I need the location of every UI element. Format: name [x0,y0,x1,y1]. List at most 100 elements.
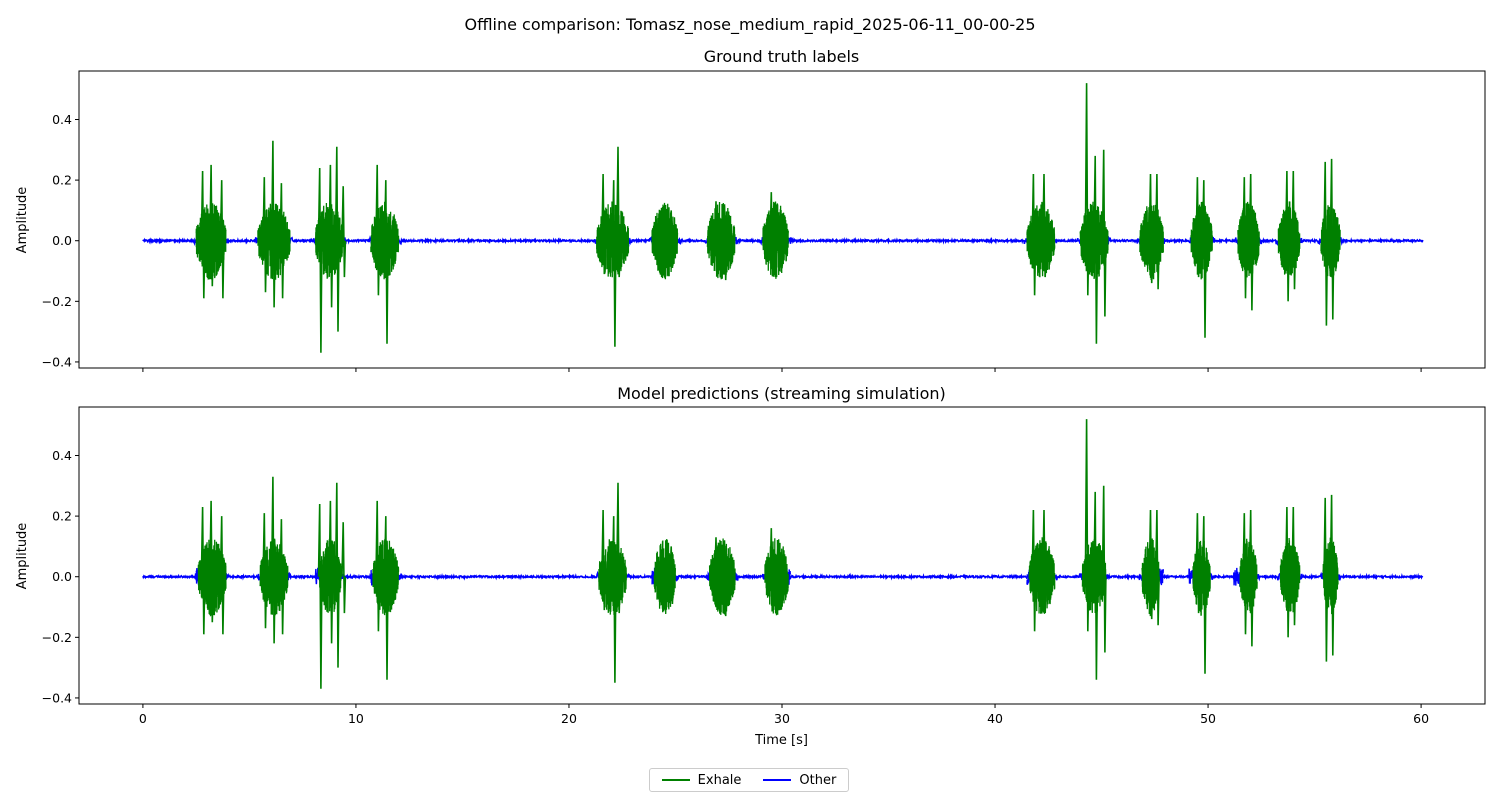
exhale-peak [601,173,607,275]
exhale-peak [775,213,781,262]
exhale-peak [1284,506,1290,638]
series-segment-exhale [764,538,789,616]
exhale-peak [200,170,206,299]
other-edge-block [1232,567,1241,587]
exhale-peak [219,180,225,299]
exhale-peak [341,522,347,614]
exhale-peak [722,204,728,281]
exhale-peak [616,482,621,614]
y-tick-label: 0.4 [52,448,72,463]
exhale-peak [383,516,389,680]
legend-item-other: Other [763,773,836,788]
series-segment-exhale [1190,201,1213,280]
legend-swatch-other [763,779,792,781]
y-tick-label: 0.0 [52,233,72,248]
exhale-peak [334,482,340,668]
exhale-peak [775,549,781,598]
exhale-peak [270,140,276,308]
exhale-peak [1031,509,1037,632]
exhale-peak [1042,173,1047,278]
exhale-peak [669,210,675,269]
exhale-peak [209,164,215,287]
exhale-peak [209,500,215,623]
y-tick-label: 0.4 [52,112,72,127]
exhale-peak [1195,177,1201,278]
exhale-peak [1329,494,1335,656]
exhale-peak [317,167,323,353]
plot-area-ground-truth: −0.4 −0.2 0.0 0.2 0.4 [42,70,1486,372]
exhale-peak [1093,155,1099,344]
exhale-peak [328,500,334,644]
exhale-peak [1323,161,1329,326]
exhale-peak [1291,170,1297,290]
panel-title-model-predictions: Model predictions (streaming simulation) [617,384,946,403]
series-segment-exhale [1026,201,1056,278]
exhale-peak [262,513,268,629]
legend-label-exhale: Exhale [697,772,742,788]
series-lines [142,83,1424,353]
exhale-peak [1242,513,1248,635]
figure-title: Offline comparison: Tomasz_nose_medium_r… [464,15,1035,35]
exhale-peak [270,476,276,644]
exhale-peak [1154,509,1160,626]
legend-item-exhale: Exhale [661,772,742,788]
exhale-peak [722,540,728,617]
panel-ground-truth: Ground truth labels Amplitude −0.4 −0.2 0.… [15,47,1486,372]
exhale-peak [611,516,617,683]
exhale-peak [383,180,389,344]
series-segment-exhale [651,202,679,280]
exhale-peak [1154,173,1160,290]
x-tick-label: 30 [774,711,790,726]
exhale-peak [1084,83,1090,296]
exhale-peak [219,516,225,635]
exhale-peak [1148,173,1154,284]
series-segment-exhale [1279,537,1301,613]
exhale-peak [1248,509,1254,647]
exhale-peak [279,183,285,299]
exhale-peak [279,519,285,635]
exhale-peak [1242,177,1248,299]
y-tick-label: −0.4 [42,690,72,705]
y-axis-label-ground-truth: Amplitude [15,187,30,254]
y-tick-label: −0.2 [42,294,72,309]
exhale-peak [611,180,617,347]
exhale-peak [200,506,206,635]
exhale-peak [1101,485,1107,653]
x-tick-label: 0 [139,711,147,726]
exhale-peak [328,164,334,308]
x-tick-label: 50 [1200,711,1216,726]
exhale-peak [262,177,268,293]
exhale-peak [341,186,347,278]
exhale-peak [1084,419,1090,632]
x-tick-label: 40 [987,711,1003,726]
legend: Exhale Other [649,768,849,792]
exhale-peak [601,509,607,611]
y-tick-label: 0.2 [52,173,72,188]
series-segment-exhale [762,201,789,279]
y-axis-label-model-predictions: Amplitude [15,523,30,590]
exhale-peak [375,164,381,296]
y-tick-label: 0.2 [52,509,72,524]
exhale-peak [1201,180,1207,338]
exhale-peak [1323,497,1329,662]
exhale-peak [616,146,621,278]
exhale-peak [334,146,340,332]
legend-swatch-exhale [661,779,690,781]
exhale-peak [669,546,675,605]
series-lines [142,419,1424,689]
y-tick-label: 0.0 [52,569,72,584]
exhale-peak [1148,509,1154,620]
exhale-peak [769,192,775,269]
y-tick-label: −0.2 [42,630,72,645]
exhale-peak [714,201,719,266]
panel-title-ground-truth: Ground truth labels [704,47,859,66]
y-tick-label: −0.4 [42,354,72,369]
series-segment-exhale [1237,201,1260,278]
other-edge-block [1158,568,1164,586]
exhale-peak [375,500,381,632]
series-segment-exhale [708,538,736,615]
exhale-peak [658,546,664,602]
panel-model-predictions: Model predictions (streaming simulation)… [15,384,1486,748]
exhale-peak [1291,506,1297,626]
